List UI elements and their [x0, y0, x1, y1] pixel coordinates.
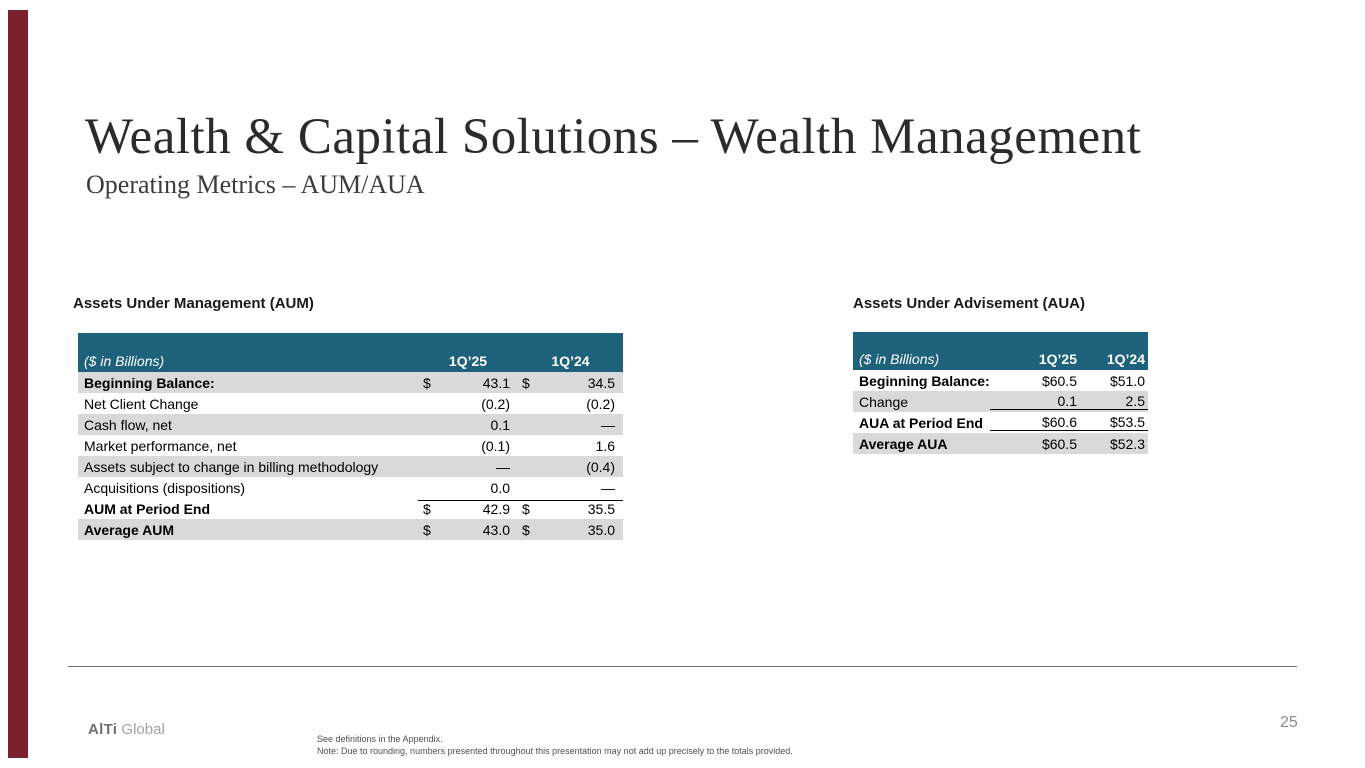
aua-table-body: Beginning Balance: $60.5 $51.0 Change 0.1 2.5…: [853, 370, 1148, 454]
value-1q24: 35.0: [587, 521, 615, 538]
aum-table-body: Beginning Balance: $43.1 $34.5 Net Client C…: [78, 372, 623, 540]
aua-header-units: ($ in Billions): [859, 351, 940, 367]
aum-header-col-1q24: 1Q’24: [551, 353, 590, 369]
value-1q24: (0.4): [586, 458, 615, 475]
row-label: AUM at Period End: [84, 500, 211, 517]
company-logo: AlTi Global: [88, 721, 165, 738]
aua-table-header: ($ in Billions) 1Q’25 1Q’24: [853, 332, 1148, 370]
table-row: Market performance, net (0.1) 1.6: [78, 435, 623, 456]
value-1q25: —: [496, 458, 510, 475]
dollar-sign: $: [423, 374, 431, 391]
table-row: Cash flow, net 0.1 —: [78, 414, 623, 435]
table-row: Beginning Balance: $43.1 $34.5: [78, 372, 623, 393]
aua-table: ($ in Billions) 1Q’25 1Q’24 Beginning Ba…: [853, 332, 1148, 454]
value-1q24: $52.3: [1109, 435, 1145, 452]
dollar-sign: $: [522, 521, 530, 538]
slide-title: Wealth & Capital Solutions – Wealth Mana…: [85, 109, 1142, 165]
value-1q24: 35.5: [538, 500, 623, 517]
footnotes: See definitions in the Appendix. Note: D…: [317, 733, 793, 757]
value-1q25: 0.1: [990, 393, 1080, 410]
dollar-sign: $: [512, 500, 538, 517]
row-label: Cash flow, net: [84, 416, 172, 433]
row-label: Net Client Change: [84, 395, 199, 412]
value-1q25: 43.1: [482, 374, 510, 391]
row-label: Assets subject to change in billing meth…: [84, 458, 379, 475]
value-1q24: 34.5: [587, 374, 615, 391]
aum-header-units: ($ in Billions): [84, 353, 165, 369]
footer-divider: [68, 666, 1297, 667]
aum-header-col-1q25: 1Q’25: [448, 353, 488, 369]
value-1q25: 0.1: [490, 416, 510, 433]
value-1q25: (0.2): [481, 395, 510, 412]
dollar-sign: $: [522, 374, 530, 391]
value-1q25: (0.1): [481, 437, 510, 454]
row-label: Average AUM: [84, 521, 174, 538]
value-1q24: —: [601, 479, 615, 496]
table-row: Average AUM $43.0 $35.0: [78, 519, 623, 540]
value-1q25: 0.0: [490, 479, 510, 496]
row-label: Market performance, net: [84, 437, 237, 454]
row-label: Change: [859, 393, 909, 410]
value-1q24: $51.0: [1109, 372, 1145, 389]
aua-header-col-1q24: 1Q’24: [1106, 351, 1145, 367]
value-1q24: 2.5: [1080, 393, 1148, 410]
value-1q24: (0.2): [586, 395, 615, 412]
value-1q25: $60.6: [990, 414, 1080, 431]
aua-section-title: Assets Under Advisement (AUA): [853, 295, 1085, 312]
slide-subtitle: Operating Metrics – AUM/AUA: [86, 170, 425, 199]
row-label: Acquisitions (dispositions): [84, 479, 246, 496]
aum-section-title: Assets Under Management (AUM): [73, 295, 314, 312]
row-label: AUA at Period End: [859, 414, 983, 431]
value-1q24: $53.5: [1080, 414, 1148, 431]
value-1q25: $60.5: [1041, 372, 1077, 389]
footnote-rounding: Note: Due to rounding, numbers presented…: [317, 746, 793, 756]
value-1q25: 43.0: [482, 521, 510, 538]
page-number: 25: [1280, 714, 1298, 731]
value-1q25: $60.5: [1041, 435, 1077, 452]
row-label: Average AUA: [859, 435, 948, 452]
row-label: Beginning Balance:: [859, 372, 990, 389]
table-row: Change 0.1 2.5: [853, 391, 1148, 412]
dollar-sign: $: [423, 521, 431, 538]
aum-table-header: ($ in Billions) 1Q’25 1Q’24: [78, 333, 623, 372]
left-accent-bar: [8, 10, 28, 758]
footnote-definitions: See definitions in the Appendix.: [317, 734, 443, 744]
value-1q24: —: [601, 416, 615, 433]
value-1q25: 42.9: [438, 500, 512, 517]
table-row: AUA at Period End $60.6 $53.5: [853, 412, 1148, 433]
table-row: AUM at Period End $42.9 $35.5: [78, 498, 623, 519]
aum-table: ($ in Billions) 1Q’25 1Q’24 Beginning Ba…: [78, 333, 623, 540]
row-label: Beginning Balance:: [84, 374, 215, 391]
aua-header-col-1q25: 1Q’25: [1038, 351, 1077, 367]
table-row: Acquisitions (dispositions) 0.0 —: [78, 477, 623, 498]
logo-primary-text: AlTi: [88, 721, 118, 738]
dollar-sign: $: [418, 500, 438, 517]
table-row: Assets subject to change in billing meth…: [78, 456, 623, 477]
logo-secondary-text: Global: [117, 721, 165, 738]
table-row: Net Client Change (0.2) (0.2): [78, 393, 623, 414]
value-1q24: 1.6: [595, 437, 615, 454]
table-row: Beginning Balance: $60.5 $51.0: [853, 370, 1148, 391]
table-row: Average AUA $60.5 $52.3: [853, 433, 1148, 454]
